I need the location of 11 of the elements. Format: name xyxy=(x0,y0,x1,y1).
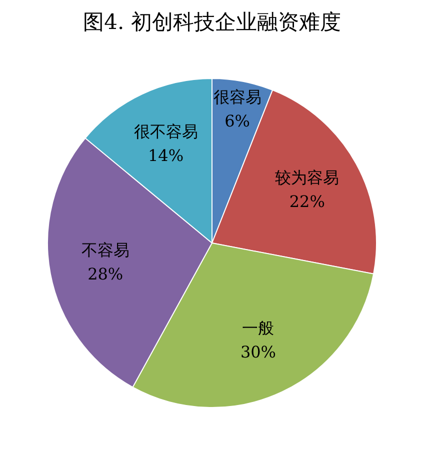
slice-label: 很容易 xyxy=(213,88,262,107)
slice-label: 很不容易 xyxy=(134,122,198,141)
data-label: 22% xyxy=(289,192,325,211)
slice-label: 不容易 xyxy=(81,240,130,260)
slice-label: 一般 xyxy=(242,318,274,338)
data-label: 14% xyxy=(148,146,184,165)
chart-title: 图4. 初创科技企业融资难度 xyxy=(82,9,342,36)
slice-label: 较为容易 xyxy=(275,168,340,187)
data-label: 6% xyxy=(224,112,250,131)
data-label: 30% xyxy=(240,342,276,362)
data-label: 28% xyxy=(88,264,124,284)
